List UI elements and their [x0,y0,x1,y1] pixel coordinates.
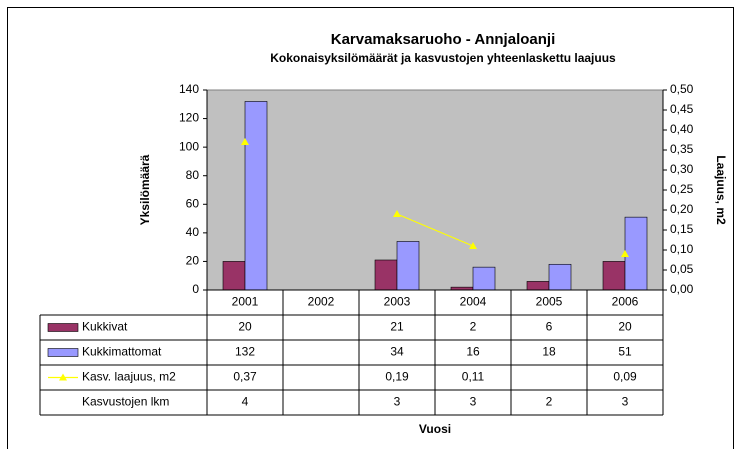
legend-label: Kukkivat [82,320,128,334]
line-marker [393,210,401,217]
y-tick-label: 140 [179,82,199,96]
bar [602,261,626,291]
bar [396,241,420,291]
y-tick-label: 100 [179,139,199,153]
y-tick-label: 20 [186,254,200,268]
y-axis-title: Yksilömäärä [138,154,152,225]
y2-tick-label: 0,35 [670,142,694,156]
table-value: 6 [546,320,553,334]
legend-label: Kasv. laajuus, m2 [82,370,176,384]
bar [374,259,398,291]
bar [624,216,648,291]
y-tick-label: 80 [186,168,200,182]
y2-tick-label: 0,45 [670,102,694,116]
line-marker [621,250,629,257]
table-value: 3 [470,395,477,409]
y2-tick-label: 0,10 [670,242,694,256]
table-value: 0,37 [233,370,257,384]
x-tick-label: 2003 [384,295,411,309]
table-value: 34 [390,345,404,359]
table-value: 18 [542,345,556,359]
y2-tick-label: 0,05 [670,262,694,276]
y2-tick-label: 0,00 [670,282,694,296]
table-value: 132 [235,345,255,359]
x-tick-label: 2002 [308,295,335,309]
table-value: 21 [390,320,404,334]
bar [472,266,496,291]
table-value: 20 [618,320,632,334]
y2-tick-label: 0,20 [670,202,694,216]
table-value: 20 [238,320,252,334]
y-tick-label: 40 [186,225,200,239]
y-tick-label: 60 [186,196,200,210]
bar [244,101,268,291]
legend-label: Kasvustojen lkm [82,395,169,409]
x-tick-label: 2004 [460,295,487,309]
legend-label: Kukkimattomat [82,345,162,359]
y2-tick-label: 0,50 [670,82,694,96]
x-tick-label: 2006 [612,295,639,309]
table-value: 51 [618,345,632,359]
x-tick-label: 2005 [536,295,563,309]
legend-key [59,373,67,381]
table-value: 0,19 [385,370,409,384]
plot-area [206,89,664,291]
y2-tick-label: 0,30 [670,162,694,176]
line-marker [469,242,477,249]
table-value: 3 [622,395,629,409]
chart-subtitle: Kokonaisyksilömäärät ja kasvustojen yhte… [270,51,616,65]
table-value: 2 [470,320,477,334]
x-tick-label: 2001 [232,295,259,309]
bar [548,263,572,291]
table-value: 0,11 [462,370,485,384]
y2-tick-label: 0,15 [670,222,694,236]
chart-frame [7,7,734,449]
table-value: 3 [394,395,401,409]
bar [526,281,550,291]
y2-axis-title: Laajuus, m2 [714,155,728,225]
table-value: 16 [466,345,480,359]
legend-key [47,323,79,332]
table-value: 4 [242,395,249,409]
legend-key [47,348,79,357]
y-tick-label: 120 [179,111,199,125]
x-axis-title: Vuosi [419,422,451,436]
y2-tick-label: 0,25 [670,182,694,196]
chart-title: Karvamaksaruoho - Annjaloanji [331,31,556,48]
line-marker [241,138,249,145]
table-value: 2 [546,395,553,409]
bar [222,261,246,291]
y2-tick-label: 0,40 [670,122,694,136]
table-value: 0,09 [613,370,637,384]
y-tick-label: 0 [192,282,199,296]
